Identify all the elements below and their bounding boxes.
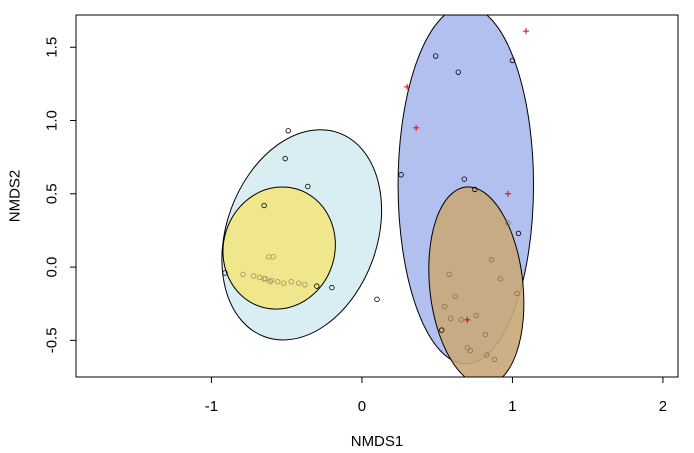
ellipse-2 [222, 186, 336, 310]
point-circle [280, 280, 287, 286]
point-circle [270, 254, 276, 260]
y-tick-label: -0.5 [44, 327, 61, 353]
point-circle [455, 69, 461, 75]
point-circle [461, 176, 467, 182]
point-plus [504, 190, 511, 197]
point-circle [268, 277, 275, 283]
point-circle [458, 317, 464, 323]
x-axis-label: NMDS1 [351, 433, 404, 450]
point-plus [404, 83, 411, 90]
x-tick-label: 1 [508, 398, 516, 415]
point-circle [305, 183, 311, 190]
point-circle [302, 281, 308, 288]
point-circle [374, 296, 380, 303]
point-circle [491, 356, 498, 363]
ellipse-layer [221, 15, 534, 377]
point-circle [432, 53, 439, 59]
x-axis: -1 0 1 2 [205, 376, 667, 415]
point-circle [261, 276, 267, 282]
point-circle [222, 270, 228, 276]
point-plus [464, 316, 471, 323]
point-circle [439, 327, 445, 333]
point-circle [484, 352, 490, 358]
x-tick-label: -1 [205, 398, 218, 415]
x-tick-label: 2 [659, 398, 667, 415]
point-circle [285, 128, 291, 134]
point-circle [296, 280, 302, 286]
point-plus [522, 28, 529, 35]
point-layer [222, 28, 529, 363]
point-circle [448, 315, 454, 322]
point-circle [314, 283, 320, 289]
y-axis: -0.5 0.0 0.5 1.0 1.5 [44, 37, 77, 353]
point-circle [442, 303, 448, 310]
y-tick-label: 1.5 [44, 37, 61, 58]
y-tick-label: 1.0 [44, 110, 61, 131]
x-tick-label: 0 [358, 398, 366, 415]
point-circle [514, 290, 520, 297]
point-circle [488, 257, 495, 263]
point-circle [288, 279, 294, 285]
point-circle [464, 344, 470, 351]
point-circle [467, 347, 474, 354]
point-circle [515, 230, 522, 237]
point-circle [282, 155, 288, 162]
point-circle [262, 276, 269, 282]
point-circle [274, 279, 281, 285]
y-tick-label: 0.0 [44, 257, 61, 278]
point-circle [497, 276, 504, 282]
y-axis-label: NMDS2 [7, 170, 24, 223]
point-circle [267, 279, 273, 285]
point-circle [250, 273, 257, 279]
point-circle [482, 331, 489, 338]
point-circle [398, 172, 404, 178]
point-circle [329, 284, 335, 291]
point-circle [473, 312, 480, 319]
point-plus [413, 124, 420, 131]
point-circle [240, 271, 246, 278]
point-circle [446, 271, 452, 278]
point-circle [452, 293, 458, 300]
point-circle [509, 57, 516, 64]
y-tick-label: 0.5 [44, 183, 61, 204]
point-circle [261, 202, 267, 209]
point-circle [472, 186, 478, 193]
ellipse-4 [428, 186, 525, 377]
point-circle [505, 220, 511, 226]
